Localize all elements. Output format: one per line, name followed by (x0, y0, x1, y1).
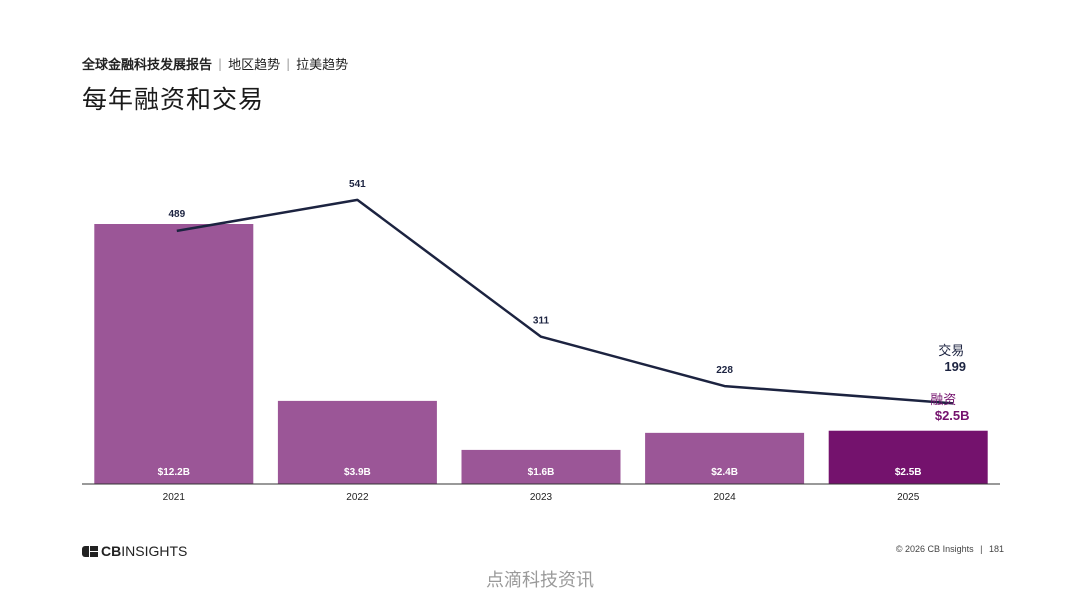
line-value-label: 311 (533, 316, 550, 327)
bar (461, 449, 621, 484)
breadcrumb-subsection: 拉美趋势 (296, 58, 349, 73)
x-tick-label: 2023 (530, 492, 553, 503)
page-number: 181 (988, 544, 1004, 554)
cb-insights-logo: CB INSIGHTS (82, 543, 187, 559)
x-tick-label: 2022 (346, 492, 369, 503)
cb-logo-icon (82, 545, 98, 557)
bar (277, 400, 437, 484)
x-tick-label: 2025 (897, 492, 920, 503)
report-title: 全球金融科技发展报告 (82, 58, 213, 73)
breadcrumb-separator: | (286, 56, 291, 71)
breadcrumb-separator: | (218, 56, 223, 71)
x-tick-label: 2024 (713, 492, 736, 503)
legend-funding-value: $2.5B (935, 408, 970, 423)
legend-deals-label: 交易 (938, 343, 964, 359)
breadcrumb: 全球金融科技发展报告 | 地区趋势 | 拉美趋势 (82, 54, 349, 74)
line-value-label: 489 (168, 209, 185, 220)
watermark: 点滴科技资讯 (486, 570, 594, 591)
line-value-label: 228 (716, 365, 733, 376)
legend-deals-value: 199 (944, 359, 966, 374)
copyright-separator: | (980, 544, 983, 554)
bar-value-label: $2.4B (711, 467, 738, 478)
bar-value-label: $1.6B (528, 467, 555, 478)
logo-insights-text: INSIGHTS (121, 543, 188, 559)
legend-funding-label: 融资 (930, 393, 956, 408)
x-tick-label: 2021 (163, 492, 186, 503)
bar (94, 224, 254, 484)
bar (645, 432, 805, 484)
bar-value-label: $3.9B (344, 467, 371, 478)
bar-value-label: $2.5B (895, 467, 922, 478)
line-series-deals (176, 198, 954, 405)
page-title: 每年融资和交易 (82, 85, 265, 114)
copyright: © 2026 CB Insights | 181 (896, 544, 1004, 554)
logo-cb-text: CB (101, 543, 122, 559)
bar (828, 430, 988, 484)
bar-value-label: $12.2B (158, 467, 190, 478)
breadcrumb-section: 地区趋势 (228, 58, 281, 73)
line-value-label: 541 (349, 179, 366, 190)
copyright-text: © 2026 CB Insights (895, 544, 974, 554)
